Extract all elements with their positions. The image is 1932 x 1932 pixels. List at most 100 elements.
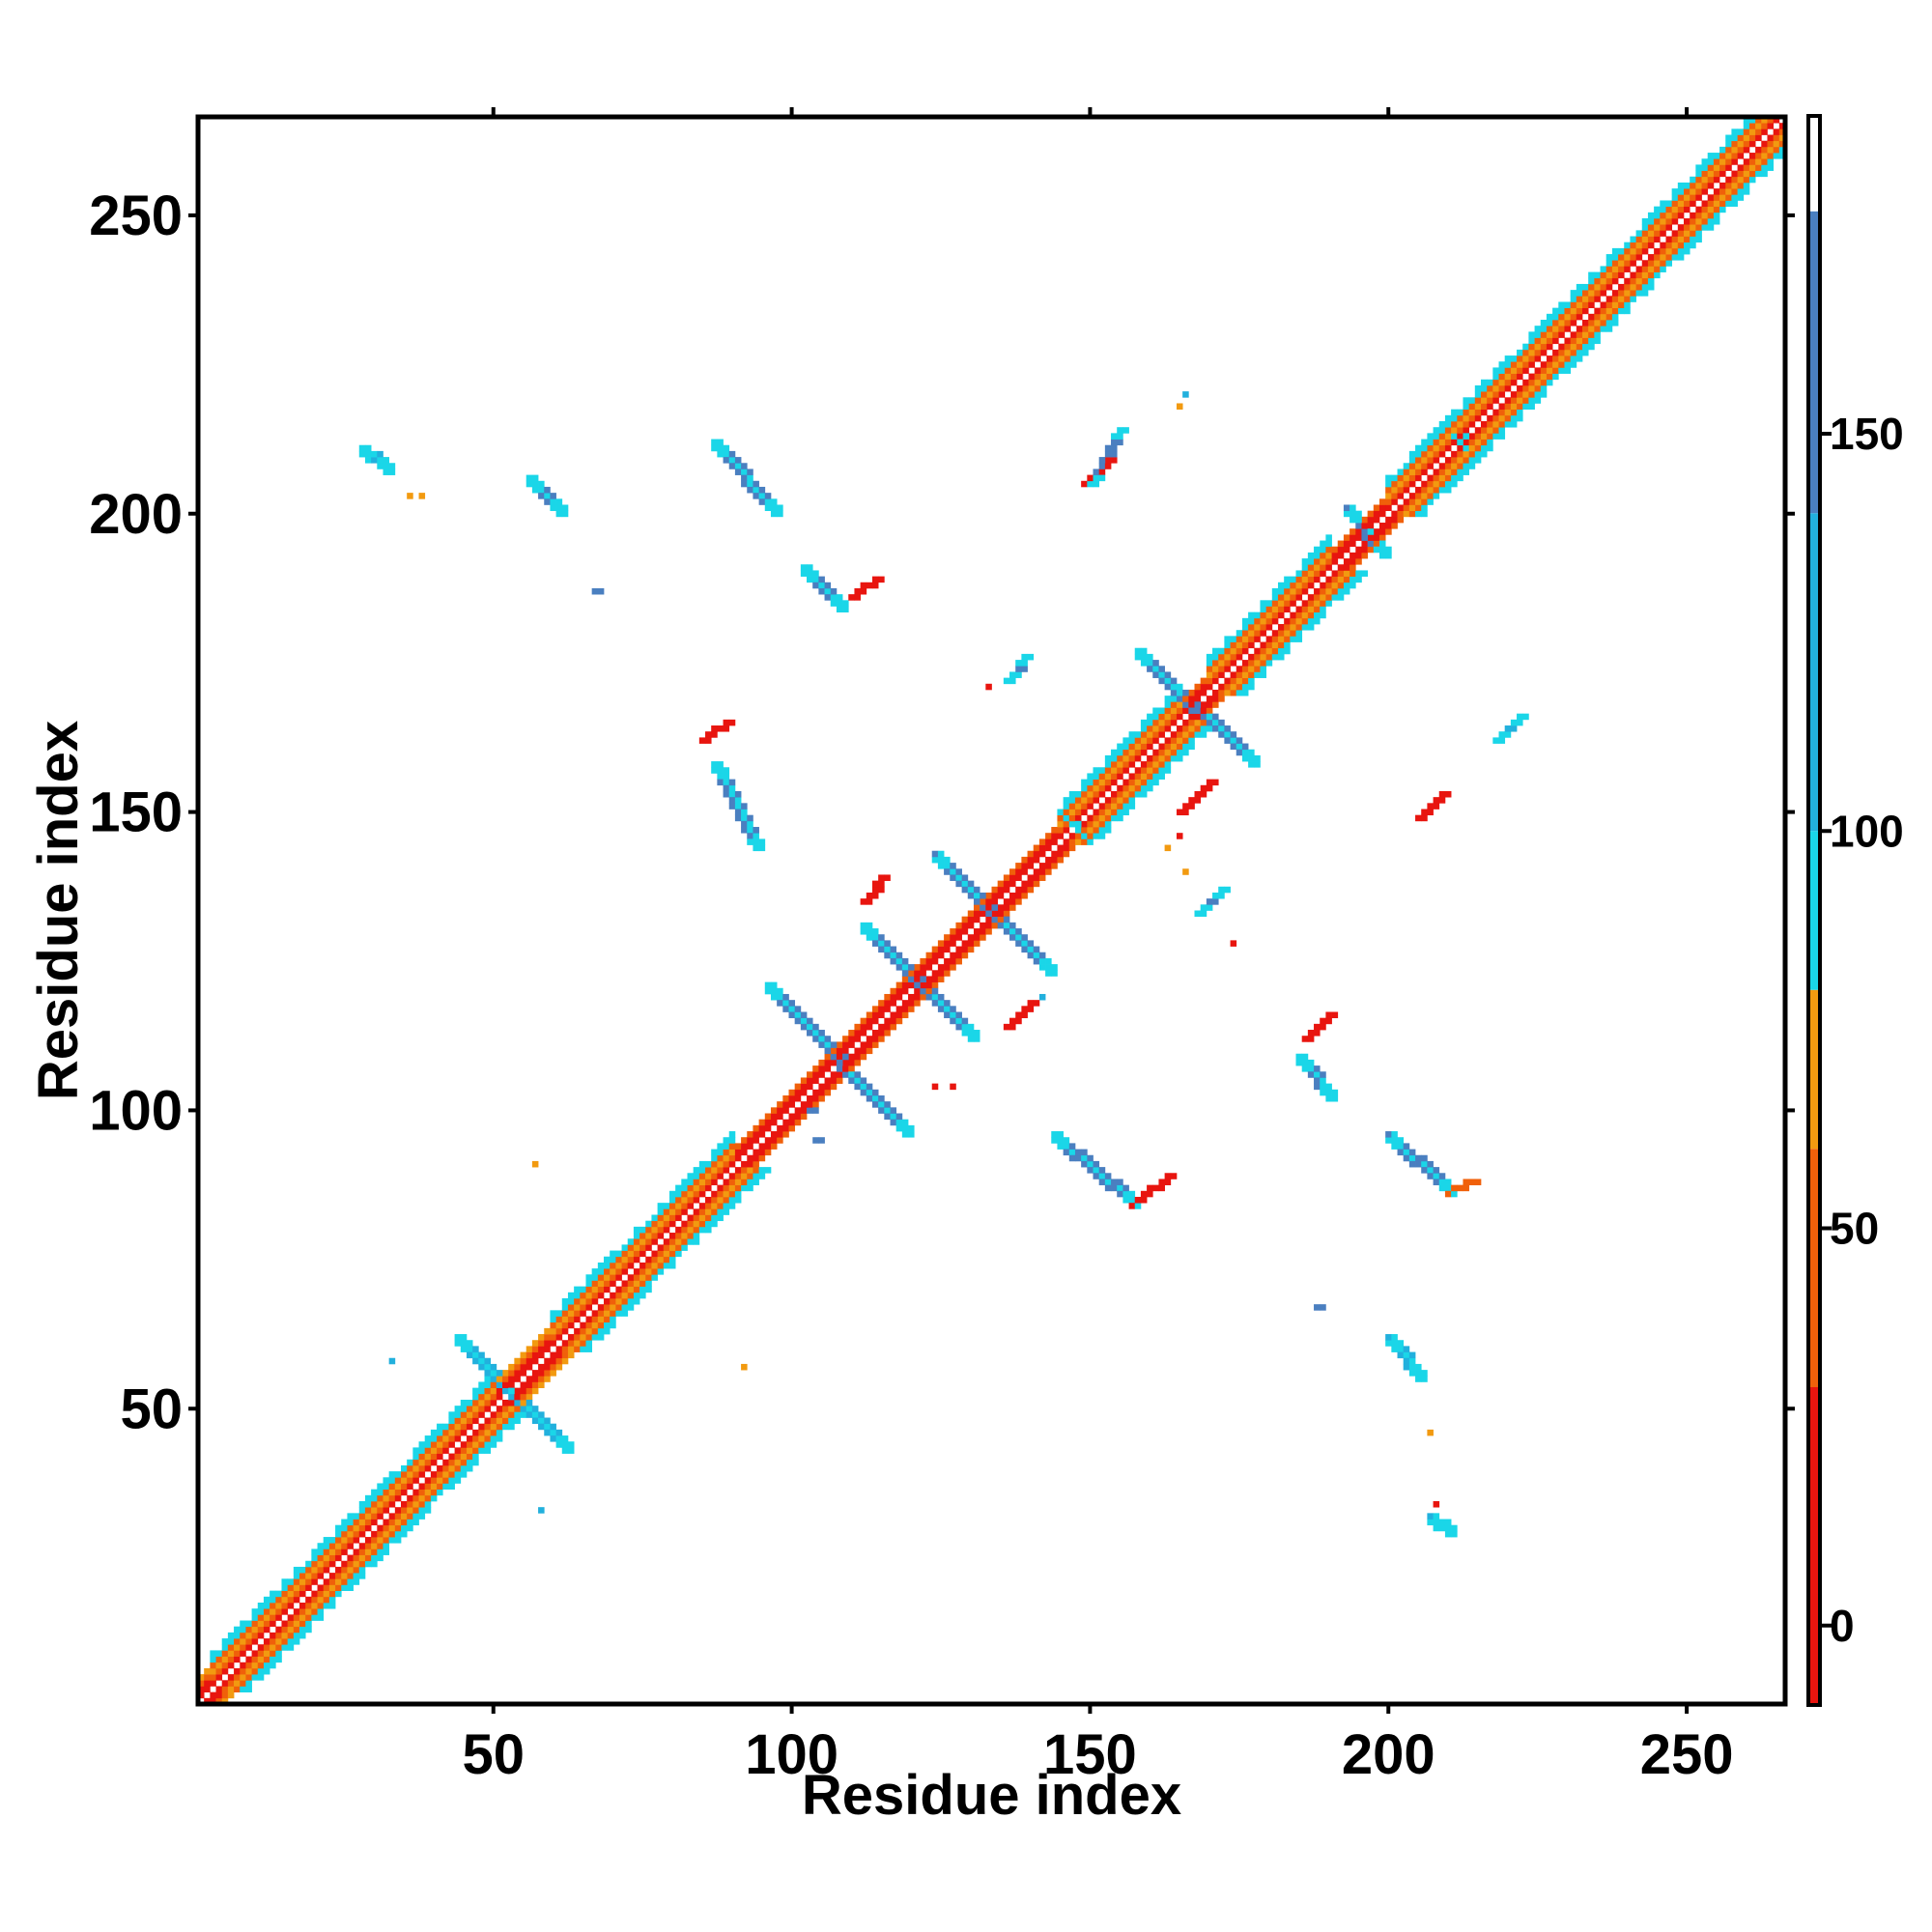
contact-cell: [526, 1351, 533, 1359]
contact-cell: [764, 1149, 772, 1156]
contact-cell: [782, 1107, 789, 1114]
contact-cell: [1015, 898, 1022, 905]
contact-cell: [1236, 671, 1243, 678]
contact-cell: [221, 1680, 229, 1687]
contact-cell: [418, 1483, 426, 1490]
contact-cell: [753, 1154, 759, 1162]
contact-cell: [1707, 182, 1715, 189]
contact-cell: [1748, 128, 1756, 135]
contact-cell: [860, 1083, 867, 1091]
contact-cell: [299, 1626, 306, 1634]
contact-cell: [931, 946, 939, 953]
contact-cell: [663, 1208, 670, 1215]
contact-cell: [1397, 1137, 1405, 1144]
contact-cell: [842, 1036, 849, 1042]
contact-cell: [967, 880, 975, 888]
contact-cell: [1081, 779, 1088, 786]
contact-cell: [1194, 696, 1202, 702]
contact-cell: [1176, 713, 1183, 721]
x-tick-label: 100: [745, 1723, 838, 1786]
contact-cell: [531, 1346, 539, 1352]
contact-cell: [341, 1530, 348, 1538]
contact-cell: [1128, 1196, 1136, 1204]
contact-cell: [1320, 1089, 1326, 1096]
contact-cell: [1140, 719, 1148, 726]
contact-cell: [1534, 367, 1542, 374]
contact-cell: [215, 1656, 223, 1663]
contact-cell: [1564, 320, 1571, 327]
contact-cell: [466, 1340, 473, 1347]
contact-cell: [1427, 493, 1434, 499]
contact-cell: [723, 1143, 730, 1150]
contact-cell: [1140, 737, 1148, 744]
contact-cell: [824, 587, 832, 595]
contact-cell: [1498, 731, 1506, 738]
contact-cell: [1408, 493, 1416, 499]
contact-cell: [1725, 176, 1732, 184]
contact-cell: [1260, 611, 1266, 619]
contact-cell: [1098, 814, 1106, 822]
contact-cell: [1517, 719, 1523, 726]
contact-cell: [347, 1513, 354, 1520]
contact-cell: [723, 779, 730, 786]
contact-cell: [1528, 349, 1535, 356]
contact-cell: [1427, 1167, 1434, 1174]
contact-cell: [1176, 809, 1183, 816]
contact-cell: [1009, 904, 1016, 911]
contact-cell: [777, 504, 783, 512]
contact-cell: [1320, 587, 1326, 595]
contact-cell: [1748, 140, 1756, 148]
contact-cell: [871, 576, 879, 583]
contact-cell: [1212, 713, 1219, 721]
contact-cell: [1254, 611, 1261, 619]
contact-cell: [526, 1346, 533, 1352]
contact-cell: [1397, 504, 1405, 512]
contact-cell: [1581, 307, 1589, 315]
contact-cell: [1588, 313, 1595, 321]
contact-cell: [1564, 313, 1571, 321]
contact-cell: [860, 1023, 867, 1031]
contact-cell: [1517, 367, 1523, 374]
contact-cell: [764, 498, 772, 505]
contact-cell: [1164, 761, 1172, 768]
contact-cell: [1325, 1089, 1332, 1096]
contact-cell: [693, 1196, 700, 1204]
contact-cell: [1158, 1179, 1165, 1185]
contact-cell: [323, 1603, 330, 1609]
contact-cell: [800, 1101, 808, 1108]
contact-cell: [1093, 773, 1100, 780]
contact-cell: [1307, 1030, 1315, 1037]
contact-cell: [1104, 827, 1112, 834]
contact-cell: [991, 910, 999, 918]
contact-cell: [1684, 247, 1690, 255]
contact-cell: [281, 1578, 288, 1585]
contact-cell: [437, 1489, 443, 1496]
contact-cell: [1224, 886, 1231, 894]
contact-cell: [245, 1644, 252, 1651]
contact-cell: [466, 1399, 473, 1406]
contact-cell: [878, 1094, 885, 1102]
contact-cell: [1517, 373, 1523, 381]
contact-cell: [251, 1614, 259, 1621]
x-axis-ticks: 50 100 150 200 250: [462, 1704, 1733, 1786]
contact-cell: [299, 1632, 306, 1639]
contact-cell: [645, 1233, 652, 1239]
contact-cell: [734, 1149, 742, 1156]
contact-cell: [597, 1334, 605, 1341]
contact-cell: [764, 987, 772, 995]
contact-cell: [980, 922, 986, 929]
contact-cell: [985, 910, 992, 918]
contact-cell: [1546, 379, 1553, 386]
contact-cell: [955, 868, 962, 875]
contact-cell: [1087, 833, 1094, 839]
contact-cell: [937, 946, 945, 953]
contact-cell: [1200, 790, 1208, 798]
contact-cell: [585, 1286, 593, 1293]
contact-cell: [1510, 361, 1518, 368]
contact-cell: [1695, 170, 1702, 178]
contact-cell: [293, 1608, 300, 1615]
contact-cell: [597, 1274, 605, 1281]
contact-cell: [1021, 1011, 1028, 1019]
contact-cell: [520, 1406, 527, 1412]
contact-cell: [860, 1017, 867, 1025]
